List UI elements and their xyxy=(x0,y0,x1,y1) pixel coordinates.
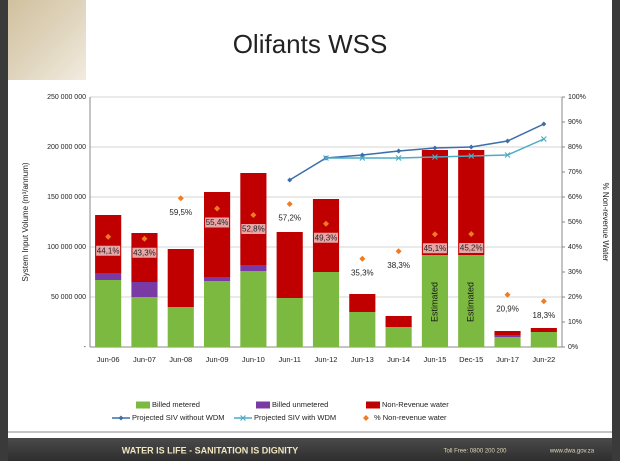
bar-segment xyxy=(277,298,303,347)
y-tick-label: 100 000 000 xyxy=(47,244,86,251)
annotation: Estimated xyxy=(429,282,439,322)
bar-segment xyxy=(313,272,339,347)
bar-segment xyxy=(204,192,230,277)
y-axis-title: System Input Volume (m³/annum) xyxy=(21,162,30,281)
x-tick-label: Jun-12 xyxy=(315,355,338,364)
x-tick-label: Dec-15 xyxy=(459,355,483,364)
data-label: 43,3% xyxy=(133,248,156,257)
legend-swatch xyxy=(366,402,380,409)
data-label: 45,2% xyxy=(460,244,483,253)
y-tick-label: 50 000 000 xyxy=(51,294,86,301)
bar-segment xyxy=(386,316,412,327)
legend-label: Non-Revenue water xyxy=(382,400,449,409)
bar-segment xyxy=(131,282,157,297)
data-label: 55,4% xyxy=(206,218,229,227)
annotation: Estimated xyxy=(466,282,476,322)
y2-tick-label: 10% xyxy=(568,319,582,326)
x-tick-label: Jun-17 xyxy=(496,355,519,364)
data-label: 35,3% xyxy=(351,268,374,277)
bar-segment xyxy=(494,335,520,337)
bar-segment xyxy=(240,265,266,271)
x-tick-label: Jun-10 xyxy=(242,355,265,364)
x-tick-label: Jun-09 xyxy=(206,355,229,364)
bar-segment xyxy=(204,281,230,347)
x-tick-label: Jun-06 xyxy=(97,355,120,364)
y2-tick-label: 40% xyxy=(568,244,582,251)
bar-segment xyxy=(95,280,121,347)
bar-segment xyxy=(168,307,194,347)
data-label: 52,8% xyxy=(242,225,265,234)
y-tick-label: 150 000 000 xyxy=(47,194,86,201)
data-label: 57,2% xyxy=(278,214,301,223)
data-label: 38,3% xyxy=(387,261,410,270)
x-tick-label: Jun-11 xyxy=(278,355,300,364)
bar-segment xyxy=(131,297,157,347)
bar-segment xyxy=(458,150,484,255)
bar-segment xyxy=(386,327,412,347)
bar-segment xyxy=(95,273,121,280)
legend-label: % Non-revenue water xyxy=(374,413,447,422)
bar-segment xyxy=(95,215,121,273)
bar-segment xyxy=(422,150,448,255)
x-tick-label: Jun-14 xyxy=(387,355,410,364)
legend-label: Projected SIV with WDM xyxy=(254,413,336,422)
legend-label: Billed metered xyxy=(152,400,200,409)
x-tick-label: Jun-07 xyxy=(133,355,156,364)
footer-website: www.dwa.gov.za xyxy=(549,449,595,455)
bar-segment xyxy=(168,249,194,307)
data-label: 59,5% xyxy=(169,208,192,217)
y2-tick-label: 90% xyxy=(568,119,582,126)
data-label: 45,1% xyxy=(424,244,447,253)
y2-tick-label: 100% xyxy=(568,94,586,101)
bar-segment xyxy=(277,232,303,298)
y-tick-label: 250 000 000 xyxy=(47,94,86,101)
legend-swatch xyxy=(256,402,270,409)
data-label: 18,3% xyxy=(533,311,556,320)
slide: Olifants WSS WATER IS LIFE - SANITATION … xyxy=(0,0,620,461)
data-label: 44,1% xyxy=(97,246,120,255)
y2-tick-label: 50% xyxy=(568,219,582,226)
data-label: 20,9% xyxy=(496,304,519,313)
y2-tick-label: 70% xyxy=(568,169,582,176)
footer-bar xyxy=(8,438,612,461)
y2-tick-label: 0% xyxy=(568,344,578,351)
bar-segment xyxy=(240,271,266,347)
y2-tick-label: 80% xyxy=(568,144,582,151)
bar-segment xyxy=(240,173,266,265)
y2-axis-title: % Non-revenue Water xyxy=(601,183,610,262)
bar-segment xyxy=(494,331,520,335)
chart-title: Olifants WSS xyxy=(233,29,388,59)
y2-tick-label: 30% xyxy=(568,269,582,276)
legend-swatch xyxy=(136,402,150,409)
x-tick-label: Jun-13 xyxy=(351,355,374,364)
x-tick-label: Jun-22 xyxy=(532,355,555,364)
footer-phone: Toll Free: 0800 200 200 xyxy=(443,449,507,455)
bar-segment xyxy=(349,294,375,312)
bar-segment xyxy=(349,312,375,347)
bar-segment xyxy=(531,328,557,332)
x-tick-label: Jun-08 xyxy=(169,355,192,364)
y-tick-label: 200 000 000 xyxy=(47,144,86,151)
y2-tick-label: 60% xyxy=(568,194,582,201)
footer-slogan: WATER IS LIFE - SANITATION IS DIGNITY xyxy=(122,445,299,455)
decoration xyxy=(8,0,86,80)
y2-tick-label: 20% xyxy=(568,294,582,301)
bar-segment xyxy=(531,332,557,347)
legend-label: Projected SIV without WDM xyxy=(132,413,225,422)
data-label: 49,3% xyxy=(315,233,338,242)
legend-label: Billed unmetered xyxy=(272,400,328,409)
bar-segment xyxy=(494,337,520,347)
bar-segment xyxy=(204,277,230,281)
x-tick-label: Jun-15 xyxy=(423,355,446,364)
